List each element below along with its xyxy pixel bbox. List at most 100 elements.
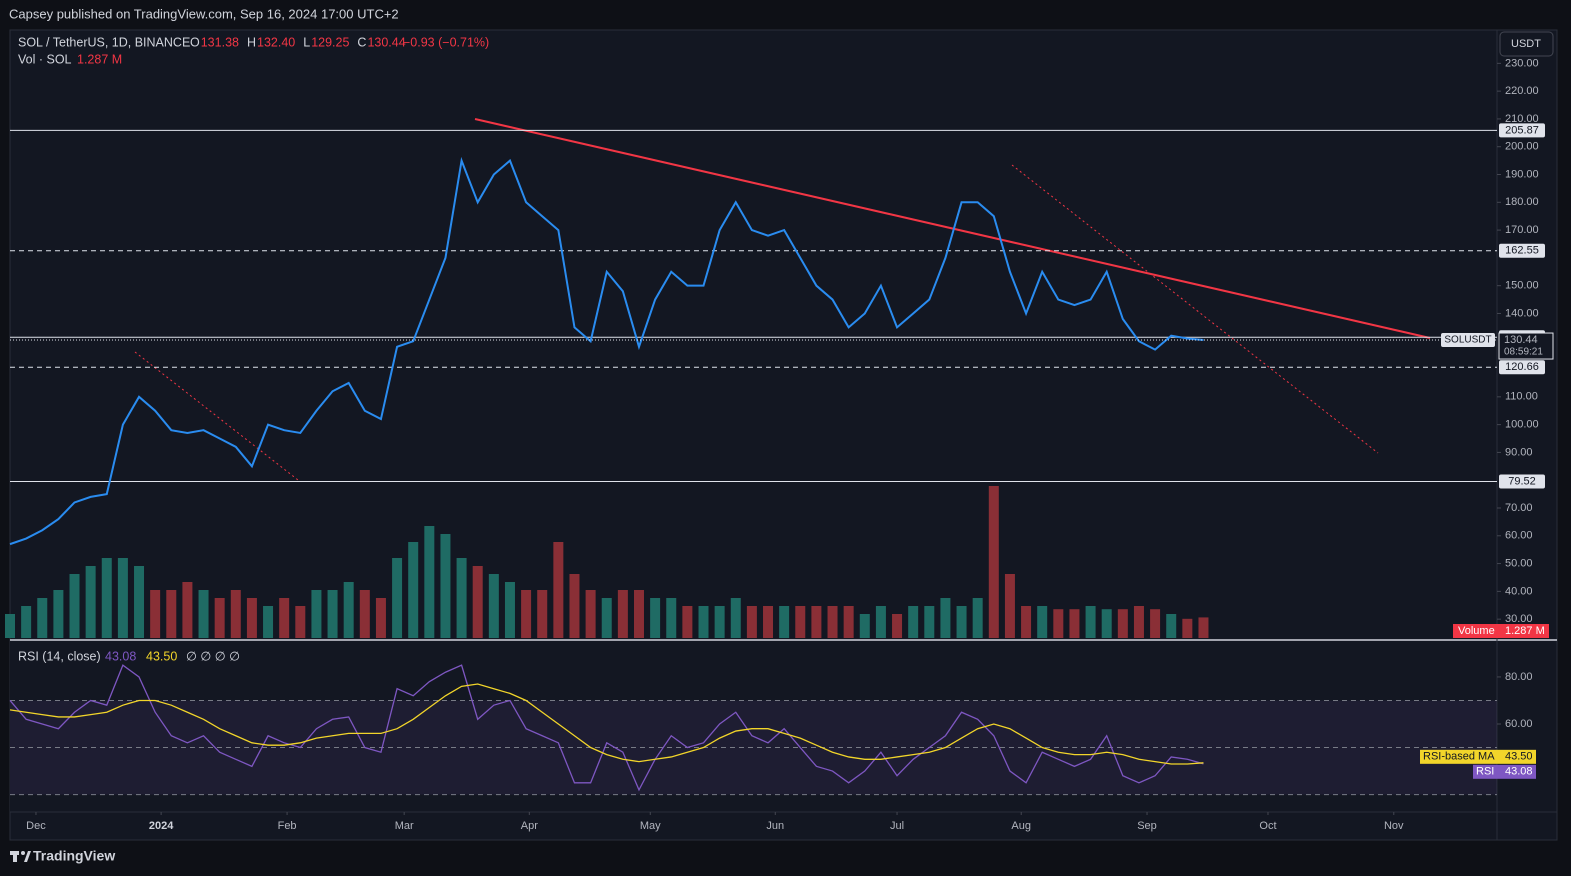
volume-bar xyxy=(101,558,112,638)
volume-bar xyxy=(827,606,838,638)
volume-bar xyxy=(440,534,451,638)
volume-bar xyxy=(472,566,483,638)
y-tick-label: 200.00 xyxy=(1505,141,1539,153)
currency-button[interactable] xyxy=(1499,31,1554,57)
ohlc-key: L xyxy=(303,35,310,49)
volume-bar xyxy=(53,590,64,638)
volume-last: 1.287 M xyxy=(1505,625,1545,637)
symbol-label: SOLUSDT xyxy=(1444,335,1491,346)
y-tick-label: 210.00 xyxy=(1505,113,1539,125)
volume-bar xyxy=(488,574,499,638)
level-label-box xyxy=(1499,123,1545,138)
y-tick-label: 70.00 xyxy=(1505,502,1533,514)
volume-bar xyxy=(940,598,951,638)
volume-bar xyxy=(553,542,564,638)
volume-bar xyxy=(698,606,709,638)
y-tick-label: 220.00 xyxy=(1505,85,1539,97)
volume-bar xyxy=(1166,614,1177,638)
volume-bar xyxy=(730,598,741,638)
volume-bar xyxy=(1182,618,1193,638)
level-label: 205.87 xyxy=(1505,124,1539,136)
volume-bar xyxy=(117,558,128,638)
ohlc-value: 132.40 xyxy=(257,35,295,49)
y-tick-label: 140.00 xyxy=(1505,307,1539,319)
level-label-box xyxy=(1499,360,1545,375)
level-label: 162.55 xyxy=(1505,245,1539,257)
level-label: 79.52 xyxy=(1508,475,1536,487)
ohlc-key: H xyxy=(247,35,256,49)
volume-bar xyxy=(327,590,338,638)
y-tick-label: 30.00 xyxy=(1505,613,1533,625)
volume-bar xyxy=(617,590,628,638)
volume-bar xyxy=(746,606,757,638)
published-line: Capsey published on TradingView.com, Sep… xyxy=(9,6,399,21)
volume-bar xyxy=(1053,609,1064,638)
y-tick-label: 110.00 xyxy=(1505,391,1538,403)
rsi-tick-label: 80.00 xyxy=(1505,671,1533,683)
x-tick-label: May xyxy=(640,820,661,832)
volume-bar xyxy=(392,558,403,638)
y-tick-label: 170.00 xyxy=(1505,224,1539,236)
x-tick-label: Jul xyxy=(890,820,904,832)
volume-bar xyxy=(1198,617,1209,638)
x-tick-label: Feb xyxy=(278,820,297,832)
x-tick-label: Jun xyxy=(766,820,784,832)
volume-bar xyxy=(972,598,983,638)
volume-bar xyxy=(359,590,370,638)
volume-bar xyxy=(230,590,241,638)
volume-bar xyxy=(166,590,177,638)
volume-bar xyxy=(424,526,435,638)
volume-bar xyxy=(811,606,822,638)
rsi-label-box xyxy=(1473,764,1536,779)
x-tick-label: 2024 xyxy=(149,820,174,832)
volume-bar xyxy=(279,598,290,638)
rsi-line xyxy=(9,683,1204,765)
currency[interactable]: USDT xyxy=(1511,38,1541,50)
volume-bar xyxy=(585,590,596,638)
volume-bar xyxy=(1021,606,1032,638)
volume-bar xyxy=(988,486,999,638)
x-tick-label: Oct xyxy=(1259,820,1276,832)
countdown: 08:59:21 xyxy=(1504,347,1543,358)
rsi-label-value: 43.08 xyxy=(1505,766,1533,778)
volume-bar xyxy=(714,606,725,638)
volume-bar xyxy=(375,598,386,638)
volume-bar xyxy=(343,582,354,638)
rsi-label-value: 43.50 xyxy=(1505,751,1533,763)
logo xyxy=(10,851,31,862)
volume-bar xyxy=(666,598,677,638)
y-tick-label: 90.00 xyxy=(1505,446,1533,458)
volume-bar xyxy=(569,574,580,638)
volume-bar xyxy=(198,590,209,638)
rsi-label-name: RSI xyxy=(1476,766,1494,778)
y-tick-label: 100.00 xyxy=(1505,419,1539,431)
change: −0.93 (−0.71%) xyxy=(403,35,489,49)
volume-name: Volume xyxy=(1458,625,1495,637)
volume-bar xyxy=(182,582,193,638)
volume-bar xyxy=(908,606,919,638)
y-tick-label: 190.00 xyxy=(1505,168,1539,180)
volume-bar xyxy=(763,606,774,638)
volume-bar xyxy=(1069,609,1080,638)
volume-bar xyxy=(21,606,32,638)
volume-bar xyxy=(1101,609,1112,638)
volume-bar xyxy=(779,606,790,638)
rsi-value: 43.08 xyxy=(105,649,136,663)
level-label: 120.66 xyxy=(1505,361,1539,373)
ohlc-key: C xyxy=(357,35,366,49)
rsi-label-name: RSI-based MA xyxy=(1423,751,1495,763)
rsi-tick-label: 60.00 xyxy=(1505,718,1533,730)
volume-bar xyxy=(1150,609,1161,638)
volume-bar xyxy=(682,606,693,638)
volume-bar xyxy=(85,566,96,638)
volume-bar xyxy=(504,582,515,638)
rsi-label-box xyxy=(1420,749,1536,764)
volume-bar xyxy=(311,590,322,638)
rsi-ma-value: 43.50 xyxy=(146,649,177,663)
y-tick-label: 180.00 xyxy=(1505,196,1539,208)
volume-bar xyxy=(1037,606,1048,638)
volume-bar xyxy=(795,606,806,638)
volume-title: Vol · SOL xyxy=(18,52,72,66)
